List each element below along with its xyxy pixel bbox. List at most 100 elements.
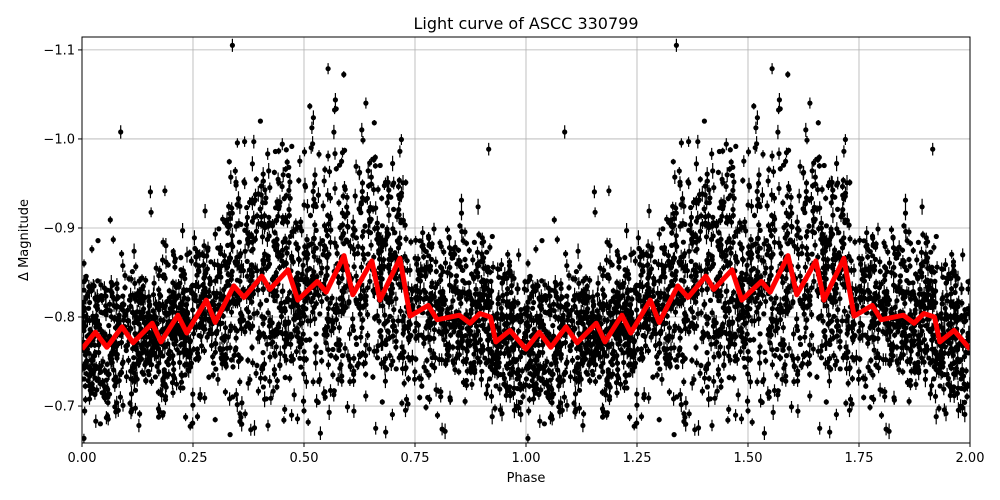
data-point — [363, 293, 369, 299]
data-point — [191, 346, 197, 352]
data-point — [82, 321, 87, 327]
data-point — [308, 299, 314, 305]
data-point — [828, 226, 834, 232]
data-point — [508, 289, 514, 296]
data-point — [230, 364, 236, 370]
data-point — [358, 264, 364, 270]
data-point — [82, 307, 87, 314]
data-point — [83, 313, 89, 320]
data-point — [541, 421, 548, 427]
data-point — [907, 377, 914, 384]
data-point — [363, 100, 369, 106]
data-point — [902, 210, 909, 216]
data-point — [398, 220, 404, 226]
data-point — [268, 395, 274, 401]
data-point — [458, 210, 465, 216]
data-point — [896, 289, 903, 295]
data-point — [554, 237, 560, 243]
data-point — [732, 358, 738, 364]
data-point — [389, 411, 395, 418]
data-point — [788, 194, 794, 200]
data-point — [559, 294, 565, 300]
data-point — [325, 153, 331, 159]
data-point — [952, 289, 958, 296]
data-point — [936, 405, 942, 411]
data-point — [824, 303, 830, 309]
data-point — [438, 320, 444, 326]
data-point — [941, 386, 947, 392]
data-point — [373, 425, 379, 431]
data-point — [745, 149, 752, 155]
data-point — [912, 307, 918, 313]
data-point — [251, 311, 257, 317]
data-point — [777, 243, 784, 249]
data-point — [301, 305, 307, 311]
data-point — [380, 303, 386, 309]
data-point — [744, 398, 751, 404]
data-point — [790, 300, 796, 306]
data-point — [341, 230, 347, 236]
data-point — [225, 242, 231, 248]
data-point — [865, 254, 871, 260]
data-point — [190, 420, 196, 426]
data-point — [556, 350, 562, 356]
data-point — [441, 337, 447, 343]
data-point — [219, 361, 225, 367]
data-point — [583, 345, 589, 351]
data-point — [378, 248, 384, 254]
data-point — [689, 240, 695, 246]
data-point — [661, 247, 667, 253]
data-point — [677, 223, 683, 229]
data-point — [666, 258, 672, 264]
data-point — [426, 253, 432, 259]
data-point — [805, 303, 811, 309]
data-point — [549, 416, 555, 422]
data-point — [401, 349, 407, 355]
data-point — [857, 295, 863, 301]
data-point — [489, 233, 495, 240]
data-point — [518, 411, 524, 417]
data-point — [682, 221, 688, 227]
data-point — [736, 327, 742, 333]
data-point — [433, 268, 439, 275]
data-point — [731, 375, 737, 381]
data-point — [754, 203, 761, 209]
data-point — [406, 319, 412, 325]
data-point — [922, 376, 929, 382]
data-point — [799, 301, 806, 307]
data-point — [365, 251, 371, 257]
data-point — [361, 288, 367, 294]
data-point — [265, 151, 271, 157]
data-point — [777, 341, 783, 347]
data-point — [383, 242, 389, 248]
data-point — [253, 228, 259, 234]
data-point — [233, 179, 239, 185]
data-point — [622, 379, 629, 385]
data-point — [313, 344, 319, 350]
data-point — [321, 390, 327, 397]
data-point — [95, 376, 101, 382]
data-point — [105, 372, 111, 378]
data-point — [755, 196, 761, 202]
data-point — [254, 268, 260, 274]
data-point — [294, 246, 301, 252]
data-point — [228, 174, 234, 180]
data-point — [455, 247, 462, 253]
data-point — [218, 274, 224, 280]
data-point — [266, 214, 272, 220]
data-point — [86, 396, 93, 402]
data-point — [873, 355, 879, 361]
data-point — [536, 295, 542, 301]
data-point — [311, 236, 317, 242]
data-point — [641, 391, 647, 398]
data-point — [744, 311, 751, 317]
data-point — [384, 200, 390, 206]
data-point — [184, 287, 190, 293]
data-point — [872, 284, 879, 290]
data-point — [347, 331, 353, 337]
data-point — [825, 183, 832, 189]
data-point — [560, 312, 566, 318]
data-point — [236, 239, 242, 245]
data-point — [548, 361, 554, 367]
data-point — [502, 271, 508, 277]
